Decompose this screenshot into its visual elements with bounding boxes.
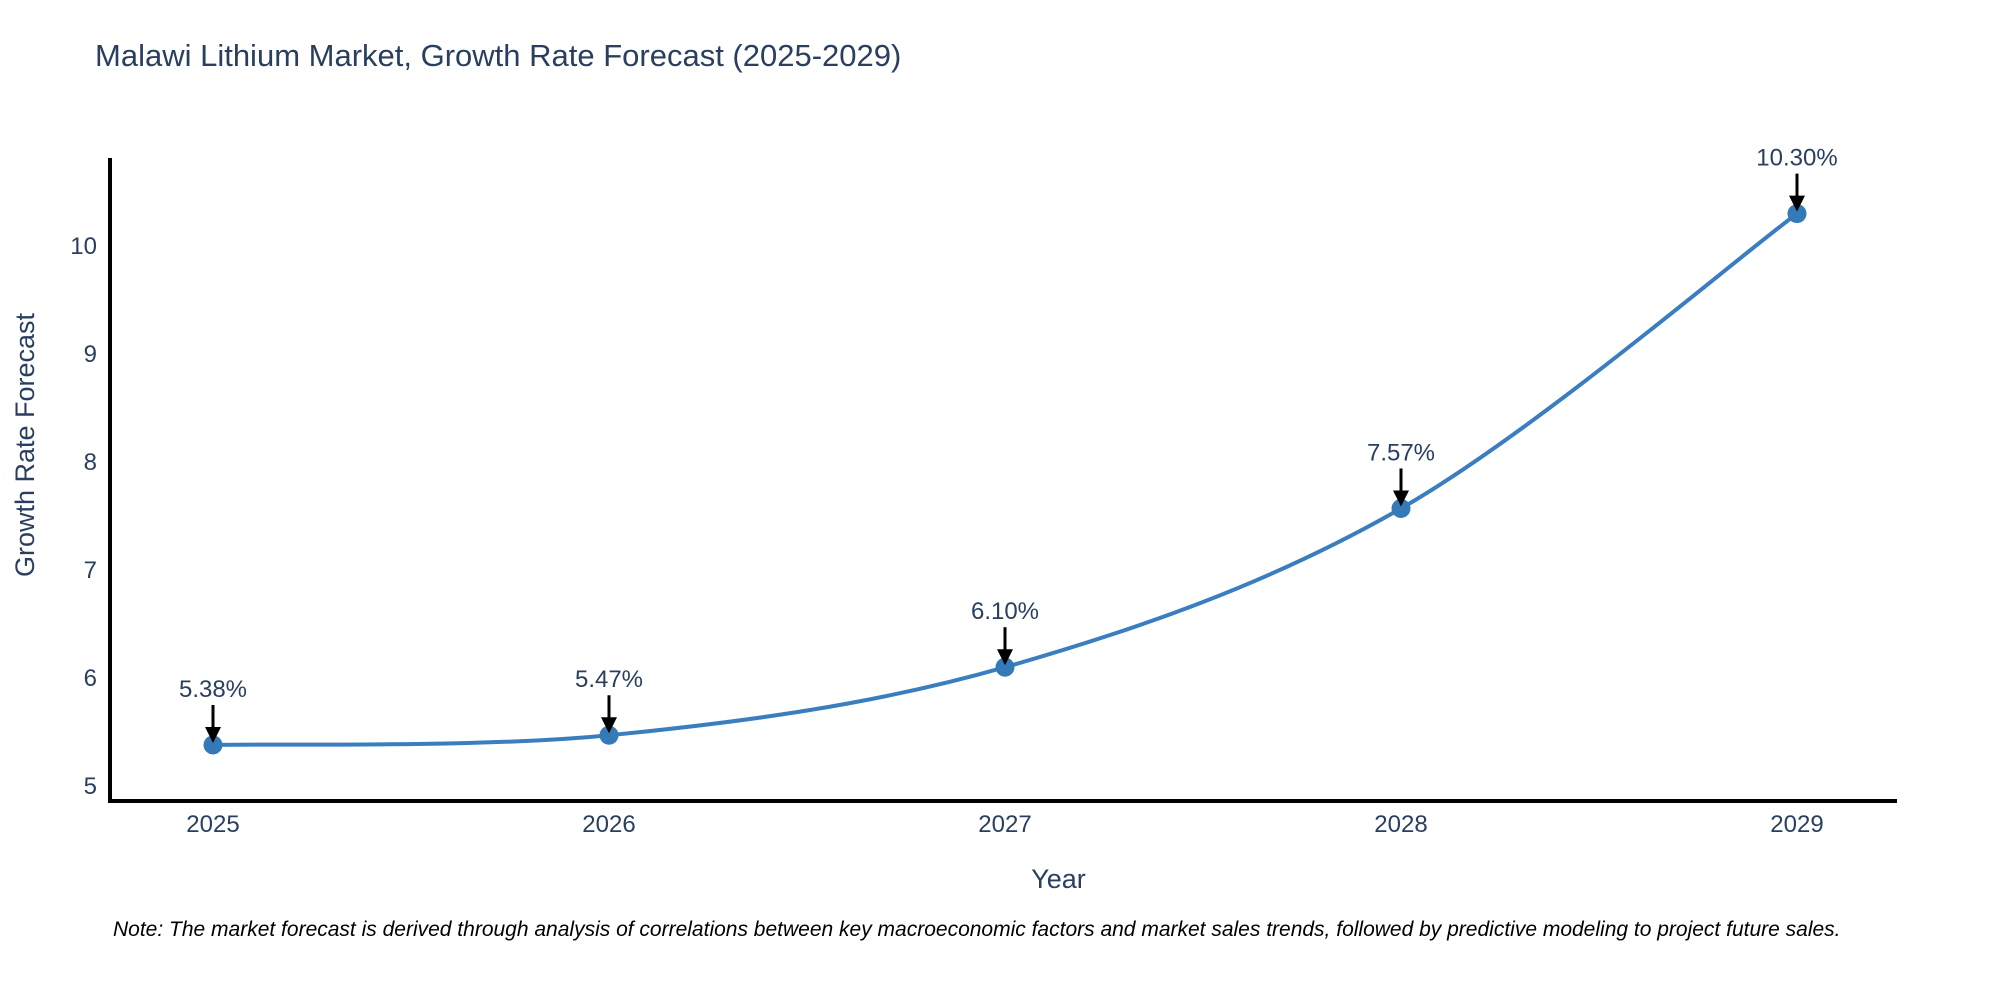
tick-labels: 5 6 7 8 9 10 2025 2026 2027 2028 2029 xyxy=(70,233,1823,838)
y-axis-title: Growth Rate Forecast xyxy=(10,312,40,577)
forecast-line xyxy=(211,211,1799,747)
data-point-2026[interactable] xyxy=(599,725,619,745)
x-tick-label-2028: 2028 xyxy=(1374,811,1427,838)
annotation-label-2026: 5.47% xyxy=(575,666,643,693)
x-tick-label-2026: 2026 xyxy=(582,811,635,838)
annotation-label-2029: 10.30% xyxy=(1756,145,1837,172)
y-tick-label-9: 9 xyxy=(84,341,97,368)
annotation-arrowhead-2028 xyxy=(1393,490,1409,507)
annotation-label-2025: 5.38% xyxy=(179,676,247,703)
annotation-arrowhead-2026 xyxy=(601,717,617,734)
point-annotations: 5.38% 5.47% 6.10% 7.57% 10.30% xyxy=(179,145,1838,743)
x-tick-label-2025: 2025 xyxy=(186,811,239,838)
annotation-label-2027: 6.10% xyxy=(971,598,1039,625)
data-point-2027[interactable] xyxy=(995,657,1015,677)
x-axis-title: Year xyxy=(1031,864,1086,894)
footnote: Note: The market forecast is derived thr… xyxy=(113,918,1841,941)
y-tick-label-8: 8 xyxy=(84,449,97,476)
annotation-arrowhead-2029 xyxy=(1789,195,1805,212)
annotation-arrowhead-2027 xyxy=(997,649,1013,666)
x-tick-label-2027: 2027 xyxy=(978,811,1031,838)
y-tick-label-5: 5 xyxy=(84,773,97,800)
annotation-arrowhead-2025 xyxy=(205,726,221,743)
data-point-2028[interactable] xyxy=(1391,498,1411,518)
y-tick-label-10: 10 xyxy=(70,233,97,260)
y-tick-label-7: 7 xyxy=(84,557,97,584)
axes xyxy=(108,158,1897,803)
annotation-label-2028: 7.57% xyxy=(1367,439,1435,466)
axis-titles: Year Growth Rate Forecast xyxy=(10,312,1086,894)
data-point-2025[interactable] xyxy=(203,735,223,755)
chart-title: Malawi Lithium Market, Growth Rate Forec… xyxy=(95,38,902,73)
data-point-2029[interactable] xyxy=(1787,204,1807,224)
y-tick-label-6: 6 xyxy=(84,665,97,692)
x-tick-label-2029: 2029 xyxy=(1770,811,1823,838)
line-series xyxy=(203,204,1807,755)
